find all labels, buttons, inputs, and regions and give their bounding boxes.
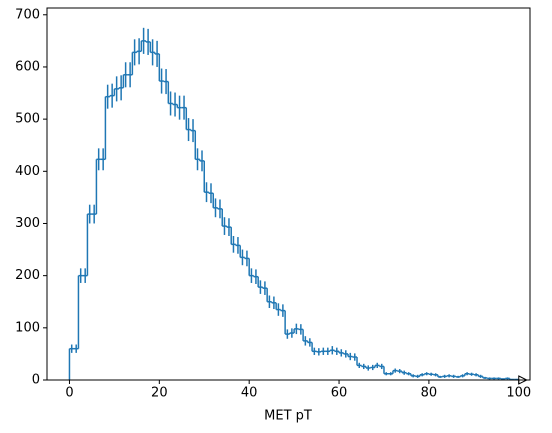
- y-tick-label: 200: [15, 268, 40, 283]
- y-tick-label: 100: [15, 320, 40, 335]
- plot-area: [68, 27, 528, 385]
- x-tick-label: 60: [331, 386, 348, 401]
- x-axis-label: MET pT: [264, 409, 312, 424]
- x-tick-label: 100: [506, 386, 531, 401]
- x-tick-label: 80: [421, 386, 438, 401]
- x-tick-label: 0: [65, 386, 73, 401]
- y-tick-label: 600: [15, 59, 40, 74]
- y-tick-label: 700: [15, 7, 40, 22]
- x-tick-label: 20: [151, 386, 168, 401]
- y-tick-label: 500: [15, 112, 40, 127]
- y-tick-label: 300: [15, 216, 40, 231]
- x-tick-label: 40: [241, 386, 258, 401]
- y-tick-label: 0: [32, 373, 40, 388]
- axes-frame: [46, 7, 531, 381]
- y-tick-label: 400: [15, 164, 40, 179]
